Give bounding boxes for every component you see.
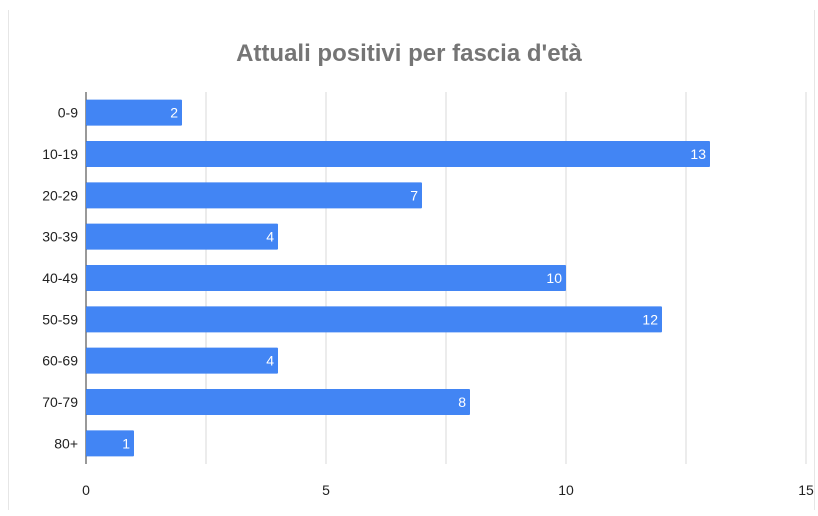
bar-value-label: 13	[690, 146, 706, 162]
bar-value-label: 4	[266, 353, 274, 369]
bar-20-29	[86, 182, 422, 209]
x-tick-label: 0	[82, 482, 90, 498]
y-tick-label: 50-59	[42, 311, 78, 327]
bar-0-9	[86, 99, 182, 126]
bar-value-label: 2	[170, 105, 178, 121]
bar-10-19	[86, 141, 710, 167]
bar-value-label: 10	[546, 270, 562, 286]
bar-80+	[86, 430, 134, 457]
y-tick-label: 80+	[54, 435, 78, 451]
bar-50-59	[86, 306, 662, 333]
y-tick-label: 30-39	[42, 229, 78, 245]
x-tick-label: 15	[798, 482, 814, 498]
bar-value-label: 7	[410, 187, 418, 203]
bar-value-label: 1	[122, 435, 130, 451]
bar-30-39	[86, 223, 278, 250]
bar-value-label: 8	[458, 394, 466, 410]
y-tick-label: 70-79	[42, 394, 78, 410]
y-tick-label: 10-19	[42, 146, 78, 162]
bar-value-label: 4	[266, 229, 274, 245]
chart-title: Attuali positivi per fascia d'età	[236, 40, 582, 67]
chart-frame	[8, 10, 815, 510]
y-tick-label: 60-69	[42, 353, 78, 369]
x-tick-label: 5	[322, 482, 330, 498]
bar-value-label: 12	[642, 311, 658, 327]
y-tick-label: 40-49	[42, 270, 78, 286]
y-tick-label: 0-9	[58, 105, 78, 121]
y-tick-label: 20-29	[42, 187, 78, 203]
bar-70-79	[86, 389, 470, 415]
bar-40-49	[86, 265, 566, 291]
bar-60-69	[86, 347, 278, 374]
x-tick-label: 10	[558, 482, 574, 498]
